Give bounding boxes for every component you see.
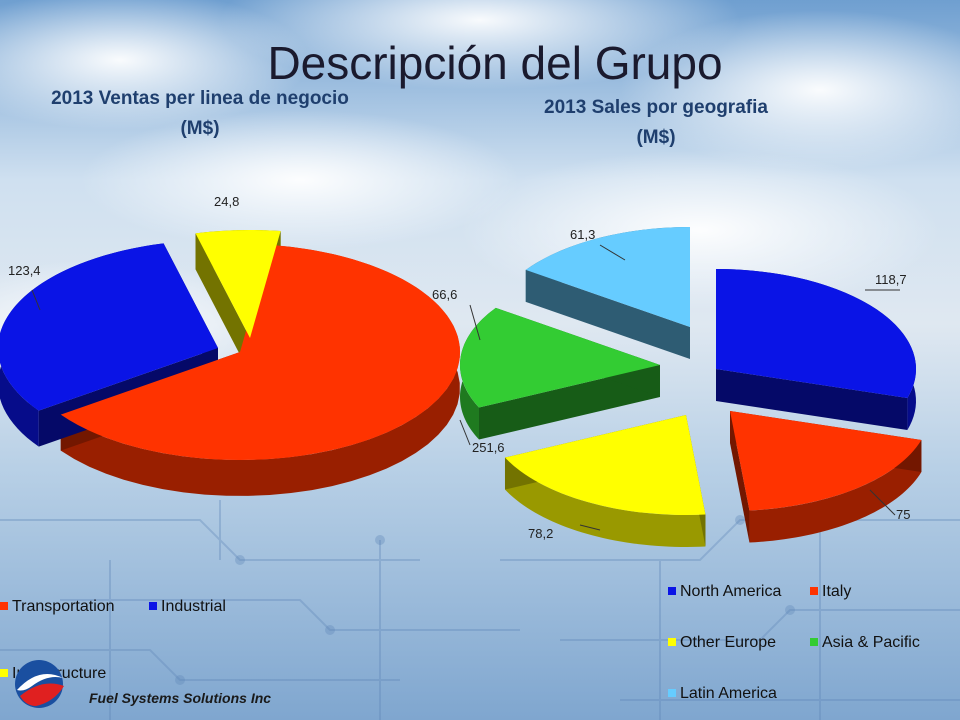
data-label-leader [579,524,601,531]
legend-item-other-europe: Other Europe [668,634,776,652]
pie-slice-infrastructure [195,230,281,338]
legend-swatch [0,669,8,677]
pie-slice-north-america [716,269,916,399]
pie-chart-1: 251,6 123,4 24,8 [0,194,505,496]
legend-item-asia-pacific: Asia & Pacific [810,634,920,652]
pie-slice-wall [478,365,660,440]
pie-slice-industrial [0,243,218,411]
legend-item-italy: Italy [810,583,851,601]
legend-label: Other Europe [680,634,777,651]
data-label-latin-america: 61,3 [570,227,595,242]
legend-swatch [810,638,818,646]
pie-slice-asia-pacific [460,307,660,408]
pie-slice-wall [195,233,250,374]
data-label-asia-pacific: 66,6 [432,287,457,302]
legend-label: Transportation [12,598,115,615]
legend-swatch [149,602,157,610]
pie-slice-latin-america [525,227,690,327]
legend-swatch [810,587,818,595]
data-label-north-america: 118,7 [875,272,907,287]
legend-label: Industrial [161,598,226,615]
data-label-transportation: 251,6 [472,440,505,455]
legend-swatch [668,638,676,646]
legend-swatch [0,602,8,610]
pie-slice-other-europe [504,415,706,515]
data-label-leader [459,419,471,446]
chart-title-geography-unit: (M$) [636,127,676,148]
pie-slice-transportation [60,245,460,460]
pie-slice-italy [730,411,922,511]
pie-slice-wall [716,369,908,431]
legend-label: Latin America [680,685,777,702]
pie-slice-wall [525,269,690,359]
chart-title-geography: 2013 Sales por geografia (M$) [456,93,856,153]
data-label-leader [869,489,896,516]
legend-label: Italy [822,583,852,600]
chart-title-business-line: 2013 Ventas per linea de negocio (M$) [0,84,400,144]
chart-title-business-line-unit: (M$) [180,118,220,139]
data-label-leader [31,289,41,311]
legend-swatch [668,587,676,595]
footer-company-name: Fuel Systems Solutions Inc [89,690,272,706]
data-label-leader [469,304,481,341]
legend-item-transportation: Transportation [0,598,115,616]
legend-item-latin-america: Latin America [668,685,777,703]
legend-item-industrial: Industrial [149,598,226,616]
legend-swatch [668,689,676,697]
data-label-industrial: 123,4 [8,263,41,278]
pie-slice-rim-other-europe [504,457,706,547]
company-logo [15,660,64,708]
page-title: Descripción del Grupo [267,37,723,89]
legend-item-north-america: North America [668,583,781,601]
data-label-italy: 75 [896,507,910,522]
pie-slice-rim-italy [749,440,922,543]
chart-title-business-line-text: 2013 Ventas per linea de negocio [51,88,349,109]
data-label-other-europe: 78,2 [528,526,553,541]
data-label-leader [599,244,626,261]
data-label-infrastructure: 24,8 [214,194,239,209]
pie-slice-rim-transportation [60,245,460,496]
chart-title-geography-text: 2013 Sales por geografia [544,97,768,118]
pie-slice-wall [730,411,750,543]
pie-chart-2: 118,7 75 78,2 66,6 61,3 [432,227,922,547]
legend-label: Asia & Pacific [822,634,920,651]
legend-label: North America [680,583,782,600]
